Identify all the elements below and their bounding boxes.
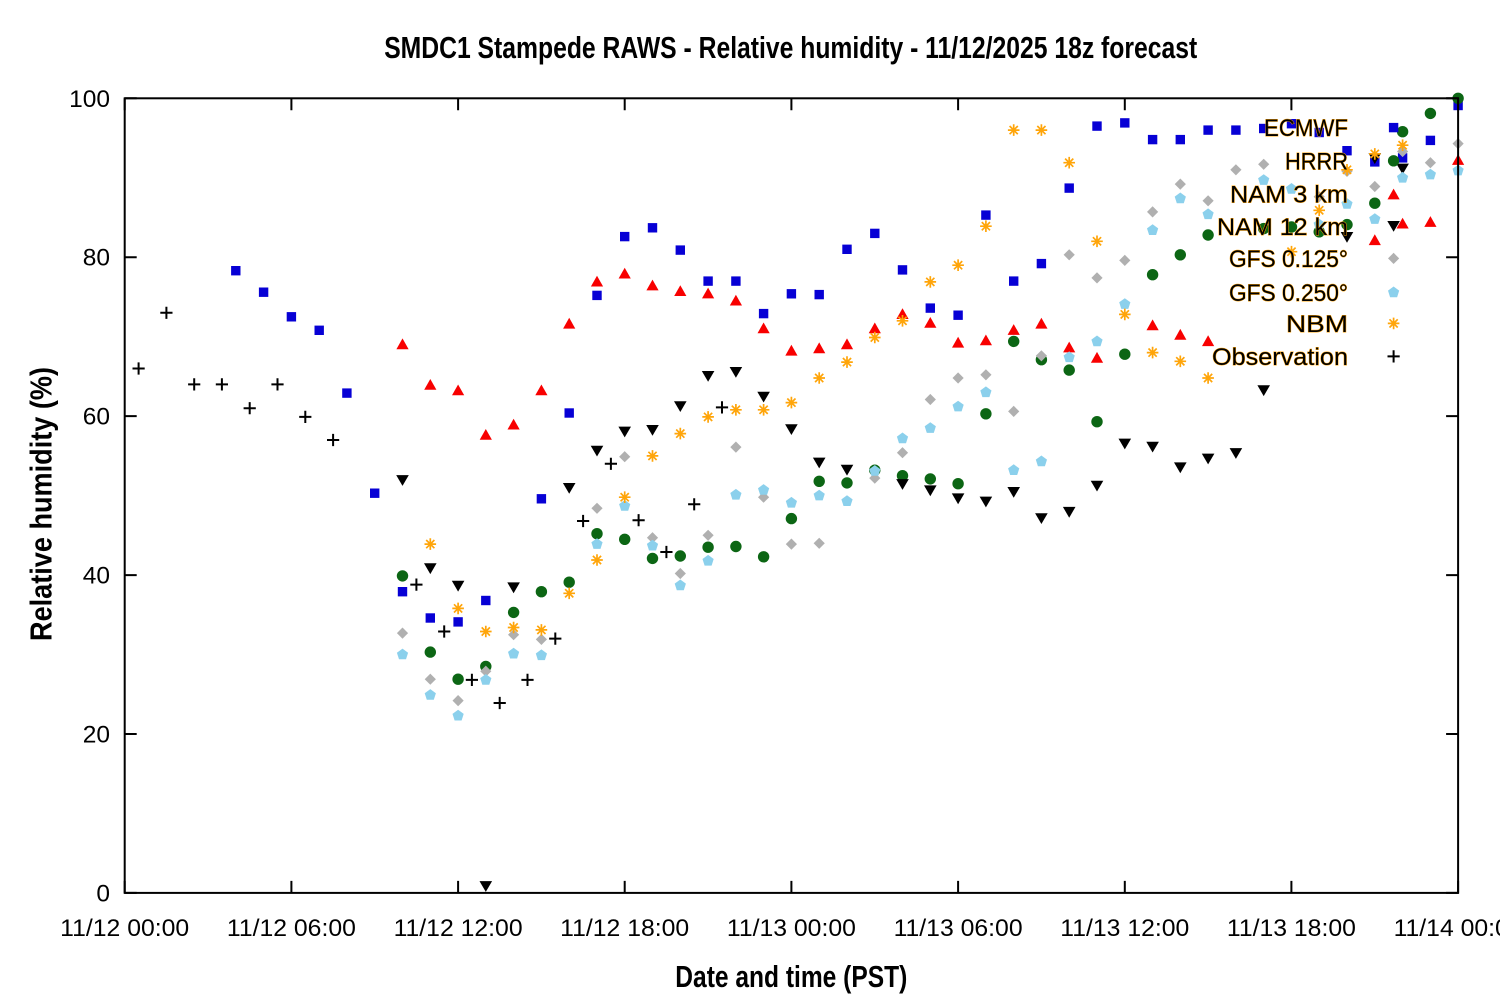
svg-text:0: 0: [96, 880, 110, 907]
svg-text:NAM 12 km: NAM 12 km: [1217, 214, 1348, 241]
svg-text:11/13 12:00: 11/13 12:00: [1060, 915, 1189, 942]
svg-text:HRRR: HRRR: [1285, 148, 1348, 175]
svg-text:11/12 00:00: 11/12 00:00: [60, 915, 189, 942]
svg-text:NAM 12 km: NAM 12 km: [1217, 214, 1348, 241]
svg-text:GFS 0.125°: GFS 0.125°: [1229, 246, 1348, 273]
svg-text:Observation: Observation: [1212, 344, 1348, 371]
svg-text:Observation: Observation: [1212, 344, 1348, 371]
svg-text:NAM 3 km: NAM 3 km: [1230, 182, 1348, 209]
svg-text:11/13 00:00: 11/13 00:00: [727, 915, 856, 942]
svg-text:ECMWF: ECMWF: [1264, 115, 1348, 142]
svg-text:11/12 12:00: 11/12 12:00: [394, 915, 523, 942]
svg-text:ECMWF: ECMWF: [1264, 115, 1348, 142]
svg-text:GFS 0.250°: GFS 0.250°: [1229, 280, 1348, 307]
svg-text:11/12 18:00: 11/12 18:00: [560, 915, 689, 942]
svg-text:HRRR: HRRR: [1285, 148, 1348, 175]
svg-text:NBM: NBM: [1286, 311, 1348, 338]
svg-text:20: 20: [83, 722, 110, 749]
svg-text:GFS 0.125°: GFS 0.125°: [1229, 246, 1348, 273]
svg-text:60: 60: [83, 404, 110, 431]
svg-text:Relative humidity (%): Relative humidity (%): [25, 367, 59, 641]
svg-text:NAM 3 km: NAM 3 km: [1230, 182, 1348, 209]
svg-text:11/14 00:00: 11/14 00:00: [1394, 915, 1500, 942]
svg-text:100: 100: [69, 86, 110, 113]
svg-text:40: 40: [83, 563, 110, 590]
svg-text:11/12 06:00: 11/12 06:00: [227, 915, 356, 942]
svg-text:NBM: NBM: [1286, 311, 1348, 338]
svg-text:GFS 0.250°: GFS 0.250°: [1229, 280, 1348, 307]
svg-text:11/13 18:00: 11/13 18:00: [1227, 915, 1356, 942]
svg-text:Date and time (PST): Date and time (PST): [675, 960, 907, 994]
svg-text:11/13 06:00: 11/13 06:00: [894, 915, 1023, 942]
svg-text:80: 80: [83, 245, 110, 272]
svg-text:SMDC1 Stampede RAWS - Relative: SMDC1 Stampede RAWS - Relative humidity …: [384, 31, 1197, 65]
